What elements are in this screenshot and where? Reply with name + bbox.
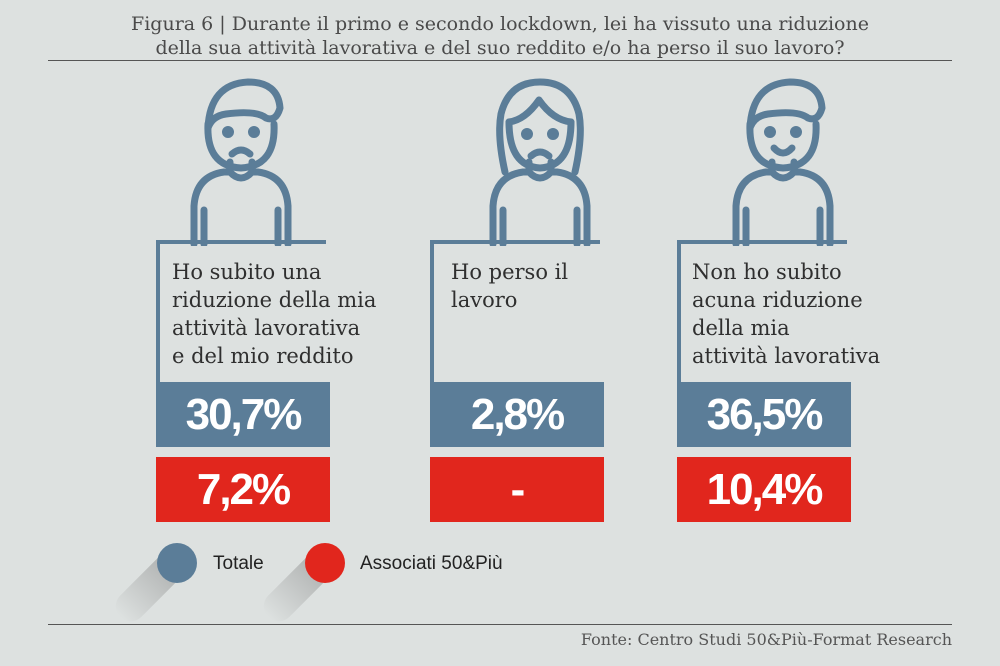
category-frame-3 bbox=[677, 240, 847, 382]
legend-associati-swatch bbox=[305, 543, 345, 583]
legend-totale-swatch bbox=[157, 543, 197, 583]
bottom-divider bbox=[48, 624, 952, 625]
category-label-line: Non ho subito bbox=[692, 260, 842, 284]
title-line-2: della sua attività lavorativa e del suo … bbox=[155, 37, 845, 59]
chart-title: Figura 6 | Durante il primo e secondo lo… bbox=[60, 12, 940, 60]
legend-totale-label: Totale bbox=[213, 553, 264, 574]
category-label-line: attività lavorativa bbox=[172, 316, 361, 340]
category-label-3: Non ho subito acuna riduzione della mia … bbox=[692, 258, 880, 370]
category-label-line: attività lavorativa bbox=[692, 344, 881, 368]
sad-woman-icon bbox=[465, 76, 615, 248]
category-label-line: e del mio reddito bbox=[172, 344, 354, 368]
sad-man-icon bbox=[166, 76, 316, 248]
totale-value-bar-2: 2,8% bbox=[430, 382, 604, 447]
category-label-line: lavoro bbox=[451, 288, 518, 312]
totale-value-bar-3: 36,5% bbox=[677, 382, 851, 447]
category-label-line: acuna riduzione bbox=[692, 288, 863, 312]
smiling-man-icon bbox=[708, 76, 858, 248]
category-label-2: Ho perso il lavoro bbox=[451, 258, 568, 314]
category-label-1: Ho subito una riduzione della mia attivi… bbox=[172, 258, 376, 370]
category-label-line: della mia bbox=[692, 316, 790, 340]
legend-associati-label: Associati 50&Più bbox=[360, 553, 503, 574]
associati-value-bar-1: 7,2% bbox=[156, 457, 330, 522]
category-label-line: Ho perso il bbox=[451, 260, 569, 284]
totale-value-bar-1: 30,7% bbox=[156, 382, 330, 447]
title-line-1: Figura 6 | Durante il primo e secondo lo… bbox=[131, 13, 869, 35]
category-frame-1 bbox=[156, 240, 326, 382]
category-label-line: Ho subito una bbox=[172, 260, 322, 284]
top-divider bbox=[48, 60, 952, 61]
associati-value-bar-2: - bbox=[430, 457, 604, 522]
category-frame-2 bbox=[430, 240, 600, 382]
source-note: Fonte: Centro Studi 50&Più-Format Resear… bbox=[580, 630, 952, 649]
associati-value-bar-3: 10,4% bbox=[677, 457, 851, 522]
category-label-line: riduzione della mia bbox=[172, 288, 377, 312]
